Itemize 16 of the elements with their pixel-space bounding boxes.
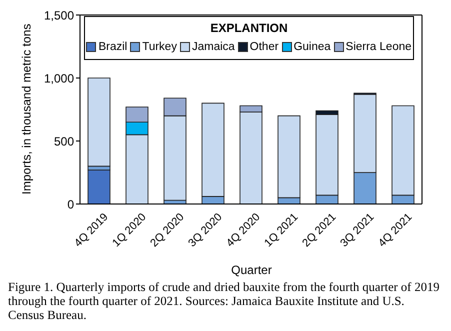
y-tick-label: 1,000 [44,71,74,86]
legend-label: Turkey [141,41,177,53]
legend-label: Jamaica [190,41,235,53]
x-axis-title: Quarter [230,262,273,278]
legend-label: Guinea [292,41,331,53]
legend-label: Sierra Leone [344,41,412,53]
y-tick-label: 0 [67,197,74,212]
legend-label: Brazil [97,41,128,53]
legend-title: EXPLANTION [209,21,289,35]
y-tick-label: 1,500 [44,8,74,22]
caption: Figure 1. Quarterly imports of crude and dried bauxite from the fourth quarter of 2019 through the fourth quarter of 2021. Sources: Jamaica Bauxite Institute and U.S. Census Bureau. [8,280,440,322]
legend-label: Other [248,41,279,53]
y-axis-title: Imports, in thousand metric tons [19,24,34,194]
y-tick-label: 500 [54,134,74,148]
bar [88,170,110,204]
bar [88,78,110,167]
